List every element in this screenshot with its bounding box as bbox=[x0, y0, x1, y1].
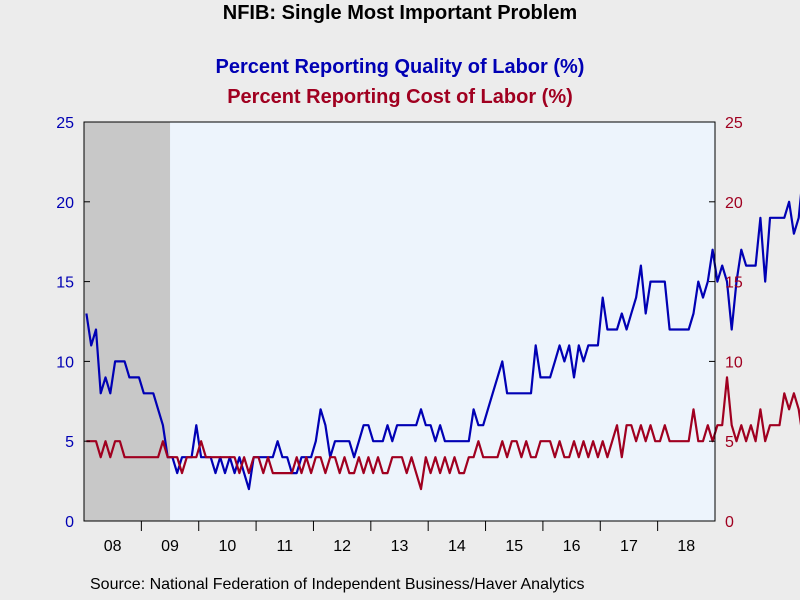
x-tick-label: 08 bbox=[104, 538, 122, 555]
x-tick-label: 09 bbox=[161, 538, 179, 555]
y-right-tick-label: 20 bbox=[725, 195, 743, 212]
x-tick-label: 17 bbox=[620, 538, 638, 555]
y-right-tick-label: 15 bbox=[725, 275, 743, 292]
x-tick-label: 13 bbox=[391, 538, 409, 555]
y-left-tick-label: 5 bbox=[65, 434, 74, 451]
x-tick-label: 10 bbox=[219, 538, 237, 555]
x-tick-label: 15 bbox=[505, 538, 523, 555]
chart-title: NFIB: Single Most Important Problem bbox=[222, 2, 578, 24]
y-left-tick-label: 0 bbox=[65, 514, 74, 531]
source-note: Source: National Federation of Independe… bbox=[90, 576, 585, 593]
x-tick-label: 11 bbox=[276, 538, 293, 555]
y-left-tick-label: 15 bbox=[56, 275, 74, 292]
series-quality-of-labor-line bbox=[85, 193, 800, 491]
y-right-tick-label: 5 bbox=[725, 434, 734, 451]
plot-area bbox=[84, 122, 715, 521]
y-left-tick-label: 10 bbox=[56, 354, 74, 371]
legend-quality-of-labor: Percent Reporting Quality of Labor (%) bbox=[215, 56, 585, 78]
y-left-tick-label: 25 bbox=[56, 115, 74, 132]
recession-shading bbox=[84, 122, 171, 521]
legend-cost-of-labor: Percent Reporting Cost of Labor (%) bbox=[227, 86, 573, 108]
y-right-tick-label: 10 bbox=[725, 354, 743, 371]
y-left-tick-label: 20 bbox=[56, 195, 74, 212]
x-tick-label: 12 bbox=[333, 538, 351, 555]
y-right-tick-label: 25 bbox=[725, 115, 743, 132]
x-tick-label: 16 bbox=[563, 538, 581, 555]
x-tick-label: 14 bbox=[448, 538, 466, 555]
plot-frame bbox=[83, 121, 716, 522]
y-right-tick-label: 0 bbox=[725, 514, 734, 531]
series-cost-of-labor-line bbox=[86, 376, 800, 491]
x-tick-label: 18 bbox=[677, 538, 695, 555]
